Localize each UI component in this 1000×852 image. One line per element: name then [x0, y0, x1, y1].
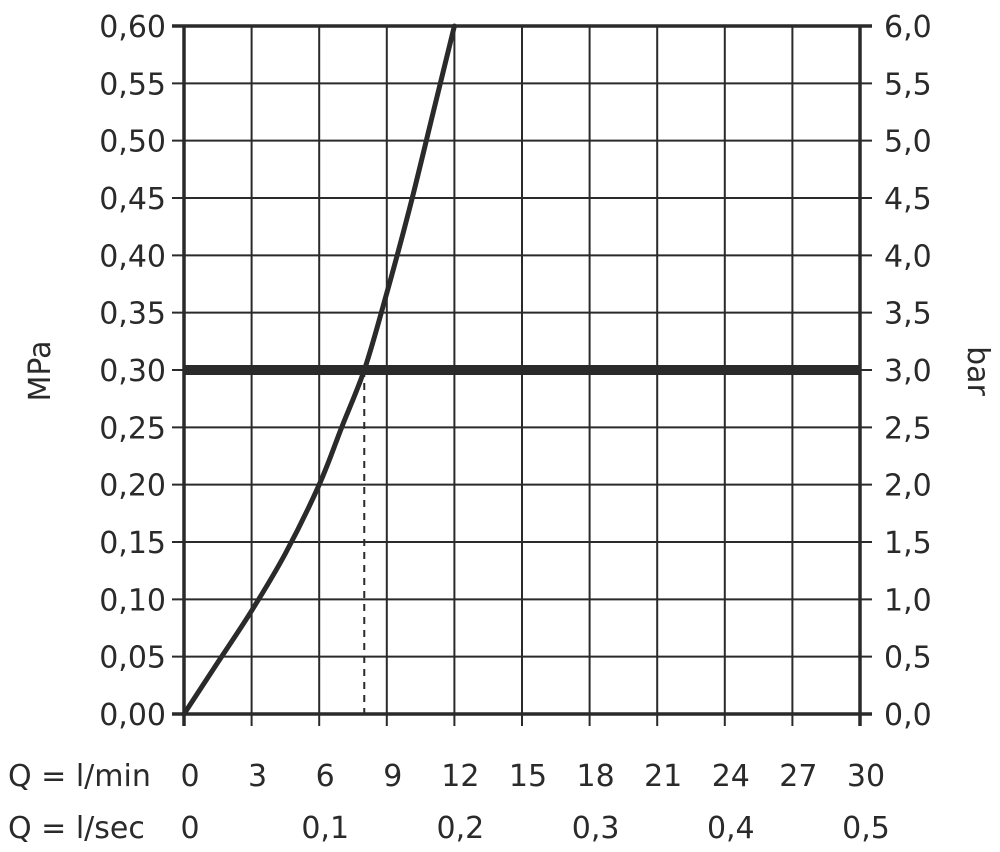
right-axis-title: bar — [960, 346, 995, 396]
left-axis-tick-label: 0,60 — [99, 10, 166, 45]
x-axis-lsec-tick-label: 0,4 — [707, 811, 755, 846]
left-axis-tick-label: 0,20 — [99, 469, 166, 504]
left-axis-title: MPa — [23, 340, 58, 401]
left-axis-tick-label: 0,15 — [99, 526, 166, 561]
right-axis-ticks: 0,0 0,5 1,0 1,5 2,0 2,5 3,0 3,5 4,0 4,5 5,0 5,5 6,0 — [884, 10, 932, 733]
series-layer — [181, 23, 457, 717]
x-axis-lmin-tick-label: 18 — [577, 759, 615, 794]
x-axis-lmin-tick-label: 27 — [779, 759, 817, 794]
x-axis-lmin-tick-label: 24 — [712, 759, 750, 794]
x-axis-lmin-ticks: 0 3 6 9 12 15 18 21 24 27 30 — [180, 759, 885, 794]
x-axis-lsec-title: Q = l/sec — [8, 811, 145, 846]
x-axis-lmin-tick-label: 0 — [180, 759, 199, 794]
left-axis-tick-label: 0,10 — [99, 583, 166, 618]
left-axis-tick-label: 0,05 — [99, 641, 166, 676]
left-axis-tick-label: 0,40 — [99, 239, 166, 274]
grid — [172, 24, 872, 726]
x-axis-lmin-tick-label: 3 — [248, 759, 267, 794]
x-axis-lsec-tick-label: 0 — [180, 811, 199, 846]
right-axis-tick-label: 1,0 — [884, 583, 932, 618]
right-axis-tick-label: 4,0 — [884, 239, 932, 274]
x-axis-lmin-title: Q = l/min — [8, 759, 151, 794]
left-axis-tick-label: 0,55 — [99, 67, 166, 102]
right-axis-tick-label: 4,5 — [884, 182, 932, 217]
left-axis-tick-label: 0,00 — [99, 698, 166, 733]
right-axis-tick-label: 3,5 — [884, 297, 932, 332]
right-axis-tick-label: 2,0 — [884, 469, 932, 504]
right-axis-tick-label: 6,0 — [884, 10, 932, 45]
right-axis-tick-label: 0,5 — [884, 641, 932, 676]
x-axis-lmin-tick-label: 6 — [316, 759, 335, 794]
x-axis-lsec-tick-label: 0,5 — [842, 811, 890, 846]
right-axis-tick-label: 3,0 — [884, 354, 932, 389]
left-axis-ticks: 0,00 0,05 0,10 0,15 0,20 0,25 0,30 0,35 0,40 0,45… — [99, 10, 166, 733]
left-axis-tick-label: 0,30 — [99, 354, 166, 389]
left-axis-tick-label: 0,50 — [99, 125, 166, 160]
x-axis-lmin-tick-label: 30 — [847, 759, 885, 794]
right-axis-tick-label: 1,5 — [884, 526, 932, 561]
right-axis-tick-label: 0,0 — [884, 698, 932, 733]
series-line — [181, 23, 457, 717]
right-axis-tick-label: 5,5 — [884, 67, 932, 102]
x-axis-lmin-tick-label: 15 — [509, 759, 547, 794]
x-axis-lsec-tick-label: 0,1 — [301, 811, 349, 846]
x-axis-lmin-tick-label: 9 — [383, 759, 402, 794]
x-axis-lsec-ticks: 0 0,1 0,2 0,3 0,4 0,5 — [180, 811, 889, 846]
x-axis-lsec-tick-label: 0,2 — [437, 811, 485, 846]
right-axis-tick-label: 5,0 — [884, 125, 932, 160]
reference-lines — [184, 365, 860, 714]
x-axis-lsec-tick-label: 0,3 — [572, 811, 620, 846]
left-axis-tick-label: 0,25 — [99, 411, 166, 446]
left-axis-tick-label: 0,35 — [99, 297, 166, 332]
left-axis-tick-label: 0,45 — [99, 182, 166, 217]
right-axis-tick-label: 2,5 — [884, 411, 932, 446]
x-axis-lmin-tick-label: 12 — [441, 759, 479, 794]
x-axis-lmin-tick-label: 21 — [644, 759, 682, 794]
